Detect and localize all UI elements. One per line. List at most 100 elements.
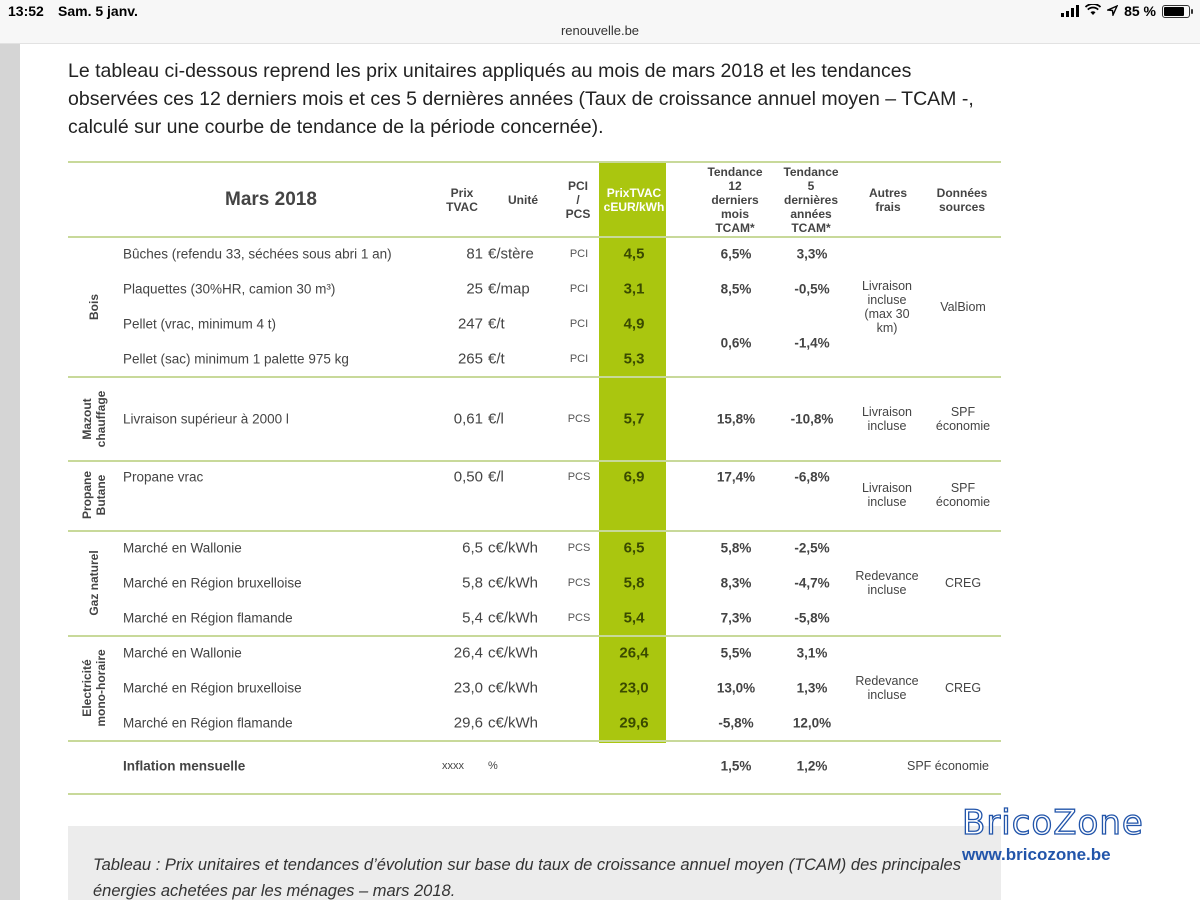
row-unite: c€/kWh bbox=[488, 679, 539, 697]
status-time: 13:52 bbox=[8, 3, 44, 19]
energy-price-table: Mars 2018 Prix TVAC Unité PCI / PCS Prix… bbox=[68, 161, 1001, 795]
header-autres-frais: Autres frais bbox=[868, 186, 908, 214]
row-prix: 81 bbox=[466, 245, 483, 263]
pellet-trend-5: -1,4% bbox=[794, 335, 830, 351]
row-trend-5: -6,8% bbox=[794, 469, 830, 485]
address-bar[interactable]: renouvelle.be bbox=[0, 22, 1200, 44]
category-gaz: Gaz naturel bbox=[87, 550, 101, 616]
row-pci-pcs: PCS bbox=[567, 542, 591, 554]
inflation-trend-12: 1,5% bbox=[720, 758, 752, 774]
status-icons: 85 % bbox=[1061, 3, 1193, 19]
header-pci-pcs: PCI / PCS bbox=[565, 179, 591, 221]
row-prix-kwh: 26,4 bbox=[619, 644, 649, 662]
row-trend-12: 8,3% bbox=[720, 575, 752, 591]
row-trend-12: 5,5% bbox=[720, 645, 752, 661]
table-rule-top bbox=[68, 161, 1001, 163]
inflation-unite: % bbox=[488, 760, 498, 772]
url-text: renouvelle.be bbox=[560, 23, 640, 38]
mazout-autres-frais: Livraison incluse bbox=[861, 405, 913, 433]
row-prix-kwh: 5,7 bbox=[623, 410, 645, 428]
row-prix-kwh: 5,3 bbox=[623, 350, 645, 368]
row-label: Marché en Région bruxelloise bbox=[123, 680, 302, 696]
row-trend-12: -5,8% bbox=[718, 715, 754, 731]
row-trend-5: 12,0% bbox=[792, 715, 832, 731]
row-prix-kwh: 6,5 bbox=[623, 539, 645, 557]
bois-autres-frais: Livraison incluse (max 30 km) bbox=[861, 279, 913, 335]
elec-autres-frais: Redevance incluse bbox=[855, 674, 919, 702]
row-prix-kwh: 23,0 bbox=[619, 679, 649, 697]
row-pci-pcs: PCI bbox=[569, 353, 589, 365]
status-date: Sam. 5 janv. bbox=[58, 3, 138, 19]
table-rule-gaz bbox=[68, 635, 1001, 637]
row-pci-pcs: PCI bbox=[569, 283, 589, 295]
row-label: Livraison supérieur à 2000 l bbox=[123, 411, 289, 427]
row-label: Marché en Région bruxelloise bbox=[123, 575, 302, 591]
row-label: Bûches (refendu 33, séchées sous abri 1 … bbox=[123, 246, 392, 262]
category-electricite: Electricité mono-horaire bbox=[80, 649, 108, 727]
propane-autres-frais: Livraison incluse bbox=[861, 481, 913, 509]
mazout-source: SPF économie bbox=[935, 405, 991, 433]
row-unite: c€/kWh bbox=[488, 574, 539, 592]
row-label: Pellet (vrac, minimum 4 t) bbox=[123, 316, 277, 332]
row-trend-5: 3,3% bbox=[796, 246, 828, 262]
gaz-autres-frais: Redevance incluse bbox=[855, 569, 919, 597]
row-pci-pcs: PCI bbox=[569, 248, 589, 260]
row-prix-kwh: 6,9 bbox=[623, 468, 645, 486]
bois-source: ValBiom bbox=[940, 300, 986, 314]
row-prix: 5,4 bbox=[462, 609, 483, 627]
signal-icon bbox=[1061, 5, 1080, 17]
price-column-highlight bbox=[599, 161, 666, 743]
row-prix: 26,4 bbox=[453, 644, 483, 662]
row-prix: 265 bbox=[457, 350, 483, 368]
table-rule-propane bbox=[68, 530, 1001, 532]
row-trend-5: -10,8% bbox=[790, 411, 834, 427]
watermark-url: www.bricozone.be bbox=[962, 845, 1111, 864]
row-trend-12: 8,5% bbox=[720, 281, 752, 297]
row-prix: 5,8 bbox=[462, 574, 483, 592]
category-bois: Bois bbox=[87, 293, 101, 321]
row-prix: 6,5 bbox=[462, 539, 483, 557]
status-bar: 13:52 Sam. 5 janv. 85 % bbox=[0, 0, 1200, 22]
row-prix: 25 bbox=[466, 280, 483, 298]
row-trend-12: 6,5% bbox=[720, 246, 752, 262]
header-prix: Prix TVAC bbox=[446, 186, 478, 214]
table-rule-header bbox=[68, 236, 1001, 238]
row-label: Marché en Wallonie bbox=[123, 540, 242, 556]
row-pci-pcs: PCS bbox=[567, 471, 591, 483]
category-propane: Propane Butane bbox=[80, 470, 108, 520]
inflation-label: Inflation mensuelle bbox=[123, 758, 246, 774]
row-label: Marché en Wallonie bbox=[123, 645, 242, 661]
row-unite: c€/kWh bbox=[488, 539, 539, 557]
row-unite: c€/kWh bbox=[488, 644, 539, 662]
header-prix-tvac-kwh: PrixTVAC cEUR/kWh bbox=[603, 186, 665, 214]
row-unite: c€/kWh bbox=[488, 609, 539, 627]
row-pci-pcs: PCS bbox=[567, 413, 591, 425]
battery-percent: 85 % bbox=[1124, 3, 1156, 19]
row-unite: €/l bbox=[488, 410, 504, 428]
row-prix-kwh: 4,5 bbox=[623, 245, 645, 263]
row-label: Pellet (sac) minimum 1 palette 975 kg bbox=[123, 351, 349, 367]
row-label: Marché en Région flamande bbox=[123, 715, 293, 731]
row-trend-5: -5,8% bbox=[794, 610, 830, 626]
row-prix: 0,50 bbox=[453, 468, 483, 486]
table-caption: Tableau : Prix unitaires et tendances d’… bbox=[93, 856, 961, 900]
row-prix-kwh: 4,9 bbox=[623, 315, 645, 333]
row-label: Marché en Région flamande bbox=[123, 610, 293, 626]
row-unite: €/t bbox=[488, 315, 505, 333]
propane-source: SPF économie bbox=[935, 481, 991, 509]
table-caption-box: Tableau : Prix unitaires et tendances d’… bbox=[68, 826, 1001, 900]
inflation-source: SPF économie bbox=[907, 759, 989, 773]
header-donnees-sources: Données sources bbox=[936, 186, 988, 214]
row-trend-12: 5,8% bbox=[720, 540, 752, 556]
location-icon bbox=[1105, 3, 1119, 19]
table-rule-mazout bbox=[68, 460, 1001, 462]
row-label: Propane vrac bbox=[123, 469, 204, 485]
table-title: Mars 2018 bbox=[225, 189, 317, 210]
gaz-source: CREG bbox=[944, 576, 982, 590]
page-left-margin bbox=[0, 44, 20, 900]
row-prix-kwh: 3,1 bbox=[623, 280, 645, 298]
row-trend-5: -4,7% bbox=[794, 575, 830, 591]
row-pci-pcs: PCS bbox=[567, 577, 591, 589]
row-prix-kwh: 29,6 bbox=[619, 714, 649, 732]
table-rule-elec bbox=[68, 740, 1001, 742]
